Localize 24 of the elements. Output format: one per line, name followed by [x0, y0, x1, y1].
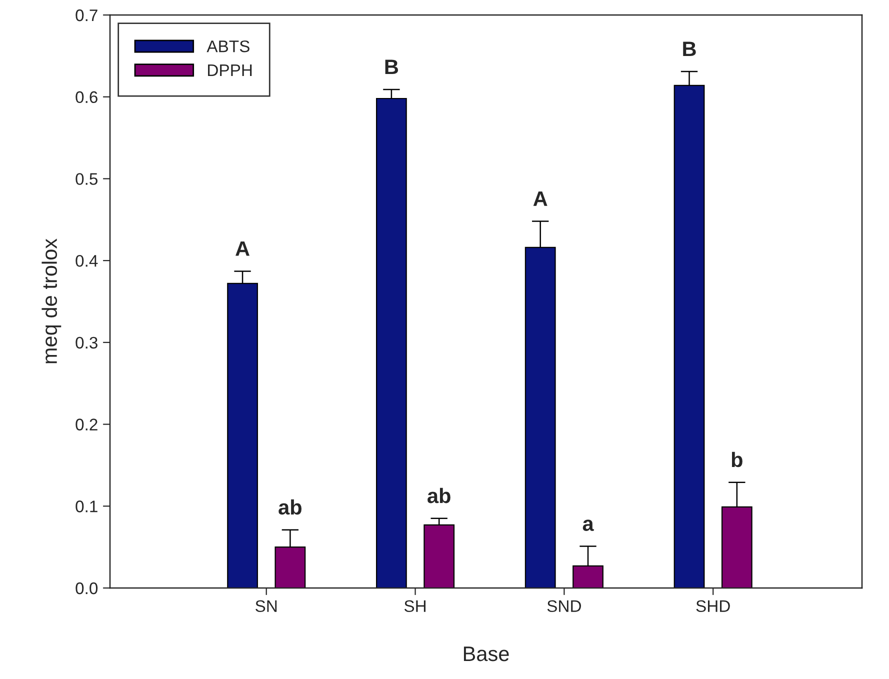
y-tick-label: 0.2: [76, 418, 98, 430]
x-tick-label: SH: [404, 600, 426, 612]
annotation: a: [582, 520, 594, 532]
y-tick-label: 0.6: [76, 91, 98, 104]
y-tick-label: 0.3: [76, 336, 98, 349]
x-tick-label: SN: [256, 600, 277, 612]
y-tick-label: 0.0: [76, 582, 98, 594]
annotation: ab: [278, 499, 302, 515]
annotation: B: [385, 60, 398, 74]
y-axis-title: meq de trolox: [42, 238, 62, 364]
x-tick-label: SHD: [696, 600, 730, 612]
y-tick-label: 0.7: [76, 9, 98, 22]
x-tick-label: SND: [547, 600, 581, 612]
annotation: ab: [428, 488, 450, 504]
legend-label: ABTS: [206, 40, 250, 52]
annotation: b: [732, 452, 742, 468]
x-axis-title: Base: [464, 646, 509, 662]
y-tick-label: 0.4: [76, 254, 98, 267]
y-tick-label: 0.5: [76, 173, 98, 185]
y-tick-label: 0.1: [76, 500, 98, 512]
annotation: A: [533, 192, 548, 206]
legend-label: DPPH: [208, 64, 252, 76]
annotation: B: [683, 42, 696, 56]
annotation: A: [236, 241, 250, 256]
